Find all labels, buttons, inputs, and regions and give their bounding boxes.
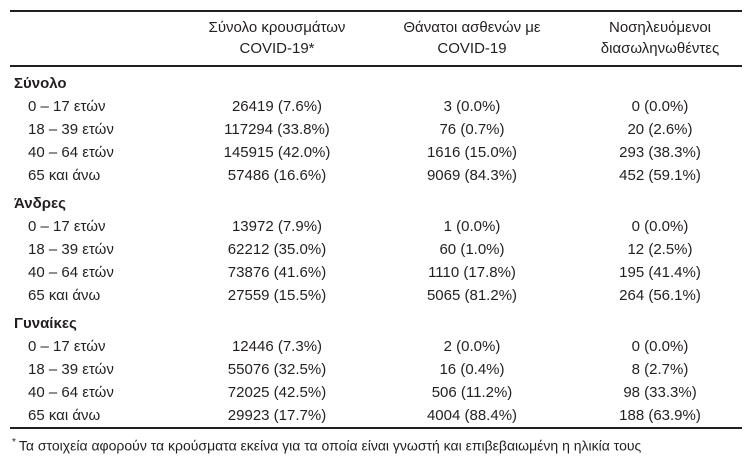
table-row: 40 – 64 ετών 73876 (41.6%) 1110 (17.8%) …: [10, 261, 742, 284]
row-label: 18 – 39 ετών: [28, 361, 114, 378]
table-row: 18 – 39 ετών 55076 (32.5%) 16 (0.4%) 8 (…: [10, 358, 742, 381]
table-row: 18 – 39 ετών 62212 (35.0%) 60 (1.0%) 12 …: [10, 238, 742, 261]
cases-cell: 29923 (17.7%): [227, 407, 327, 424]
intubated-cell: 0 (0.0%): [631, 338, 689, 355]
footnote-asterisk: *: [12, 437, 16, 448]
cases-cell: 73876 (41.6%): [227, 264, 327, 281]
intubated-cell: 0 (0.0%): [631, 218, 689, 235]
intubated-cell: 188 (63.9%): [619, 407, 701, 424]
footnote: * Τα στοιχεία αφορούν τα κρούσματα εκείνα…: [10, 429, 742, 455]
table-row: 0 – 17 ετών 13972 (7.9%) 1 (0.0%) 0 (0.0…: [10, 215, 742, 238]
deaths-cell: 2 (0.0%): [443, 338, 501, 355]
table-row: 65 και άνω 27559 (15.5%) 5065 (81.2%) 26…: [10, 284, 742, 307]
table-row: 18 – 39 ετών 117294 (33.8%) 76 (0.7%) 20…: [10, 118, 742, 141]
deaths-cell: 76 (0.7%): [439, 121, 505, 138]
intubated-cell: 195 (41.4%): [619, 264, 701, 281]
intubated-cell: 20 (2.6%): [627, 121, 693, 138]
intubated-cell: 0 (0.0%): [631, 98, 689, 115]
deaths-cell: 9069 (84.3%): [426, 167, 518, 184]
row-label: 40 – 64 ετών: [28, 384, 114, 401]
table-row: 40 – 64 ετών 72025 (42.5%) 506 (11.2%) 9…: [10, 381, 742, 404]
column-header-deaths-line1: Θάνατοι ασθενών με: [403, 19, 541, 36]
table-row: 65 και άνω 29923 (17.7%) 4004 (88.4%) 18…: [10, 404, 742, 427]
column-header-intubated-line2: διασωληνωθέντες: [600, 40, 720, 57]
table-header-row: Σύνολο κρουσμάτων COVID-19* Θάνατοι ασθε…: [10, 12, 742, 67]
cases-cell: 62212 (35.0%): [227, 241, 327, 258]
column-header-deaths: Θάνατοι ασθενών με COVID-19: [366, 17, 578, 59]
column-header-cases-line1: Σύνολο κρουσμάτων: [208, 19, 346, 36]
intubated-cell: 293 (38.3%): [619, 144, 701, 161]
row-label: 0 – 17 ετών: [28, 98, 106, 115]
deaths-cell: 1 (0.0%): [443, 218, 501, 235]
deaths-cell: 5065 (81.2%): [426, 287, 518, 304]
column-header-cases: Σύνολο κρουσμάτων COVID-19*: [188, 17, 366, 59]
intubated-cell: 98 (33.3%): [623, 384, 697, 401]
table-row: 0 – 17 ετών 26419 (7.6%) 3 (0.0%) 0 (0.0…: [10, 95, 742, 118]
cases-cell: 55076 (32.5%): [227, 361, 327, 378]
row-label: 40 – 64 ετών: [28, 144, 114, 161]
cases-cell: 26419 (7.6%): [231, 98, 323, 115]
cases-cell: 145915 (42.0%): [223, 144, 331, 161]
deaths-cell: 60 (1.0%): [439, 241, 505, 258]
row-label: 65 και άνω: [28, 167, 101, 184]
deaths-cell: 506 (11.2%): [431, 384, 513, 401]
deaths-cell: 16 (0.4%): [439, 361, 505, 378]
group-header-women: Γυναίκες: [10, 307, 742, 335]
row-label: 65 και άνω: [28, 407, 101, 424]
deaths-cell: 1110 (17.8%): [428, 264, 516, 281]
deaths-cell: 3 (0.0%): [443, 98, 501, 115]
intubated-cell: 8 (2.7%): [631, 361, 689, 378]
row-label: 65 και άνω: [28, 287, 101, 304]
group-label: Σύνολο: [14, 75, 67, 92]
cases-cell: 27559 (15.5%): [227, 287, 327, 304]
table-body: Σύνολο 0 – 17 ετών 26419 (7.6%) 3 (0.0%)…: [10, 67, 742, 429]
table-row: 65 και άνω 57486 (16.6%) 9069 (84.3%) 45…: [10, 164, 742, 187]
group-label: Γυναίκες: [14, 315, 77, 332]
column-header-intubated: Νοσηλευόμενοι διασωληνωθέντες: [578, 17, 742, 59]
footnote-text: Τα στοιχεία αφορούν τα κρούσματα εκείνα …: [18, 437, 642, 454]
group-header-total: Σύνολο: [10, 67, 742, 95]
group-header-men: Άνδρες: [10, 187, 742, 215]
intubated-cell: 452 (59.1%): [619, 167, 701, 184]
cases-cell: 12446 (7.3%): [231, 338, 323, 355]
table-row: 0 – 17 ετών 12446 (7.3%) 2 (0.0%) 0 (0.0…: [10, 335, 742, 358]
intubated-cell: 12 (2.5%): [627, 241, 693, 258]
row-label: 18 – 39 ετών: [28, 121, 114, 138]
intubated-cell: 264 (56.1%): [619, 287, 701, 304]
cases-cell: 117294 (33.8%): [224, 121, 330, 138]
column-header-intubated-line1: Νοσηλευόμενοι: [608, 19, 711, 36]
cases-cell: 72025 (42.5%): [227, 384, 327, 401]
deaths-cell: 4004 (88.4%): [426, 407, 518, 424]
row-label: 40 – 64 ετών: [28, 264, 114, 281]
column-header-deaths-line2: COVID-19: [437, 40, 507, 57]
group-label: Άνδρες: [14, 195, 66, 212]
column-header-cases-line2: COVID-19*: [239, 40, 315, 57]
row-label: 18 – 39 ετών: [28, 241, 114, 258]
covid-stats-table: Σύνολο κρουσμάτων COVID-19* Θάνατοι ασθε…: [10, 10, 742, 429]
deaths-cell: 1616 (15.0%): [426, 144, 518, 161]
cases-cell: 57486 (16.6%): [227, 167, 327, 184]
row-label: 0 – 17 ετών: [28, 218, 106, 235]
row-label: 0 – 17 ετών: [28, 338, 106, 355]
cases-cell: 13972 (7.9%): [231, 218, 323, 235]
table-row: 40 – 64 ετών 145915 (42.0%) 1616 (15.0%)…: [10, 141, 742, 164]
